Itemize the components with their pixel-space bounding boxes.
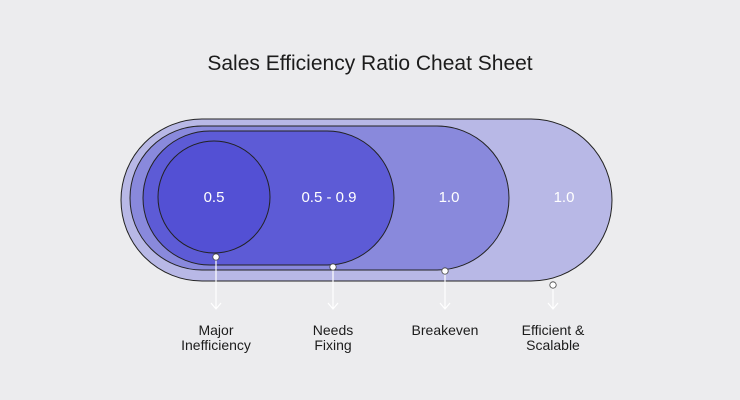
tier-label-needs-fixing: Needs Fixing <box>312 322 354 353</box>
arrow-breakeven <box>439 267 451 310</box>
arrow-efficient <box>547 281 559 310</box>
tier-major-inefficiency-circle <box>157 140 271 254</box>
arrow-major-inefficiency <box>210 253 222 310</box>
tier-label-breakeven: Breakeven <box>411 322 479 338</box>
tier-value-needs-fixing: 0.5 - 0.9 <box>301 189 356 206</box>
tier-label-efficient: Efficient & Scalable <box>521 322 585 353</box>
tier-value-efficient: 1.0 <box>554 189 575 206</box>
tier-value-major-inefficiency: 0.5 <box>204 189 225 206</box>
tier-value-breakeven: 1.0 <box>439 189 460 206</box>
arrow-needs-fixing <box>327 263 339 310</box>
tier-label-major-inefficiency: Major Inefficiency <box>181 322 251 353</box>
page-title: Sales Efficiency Ratio Cheat Sheet <box>207 52 533 75</box>
